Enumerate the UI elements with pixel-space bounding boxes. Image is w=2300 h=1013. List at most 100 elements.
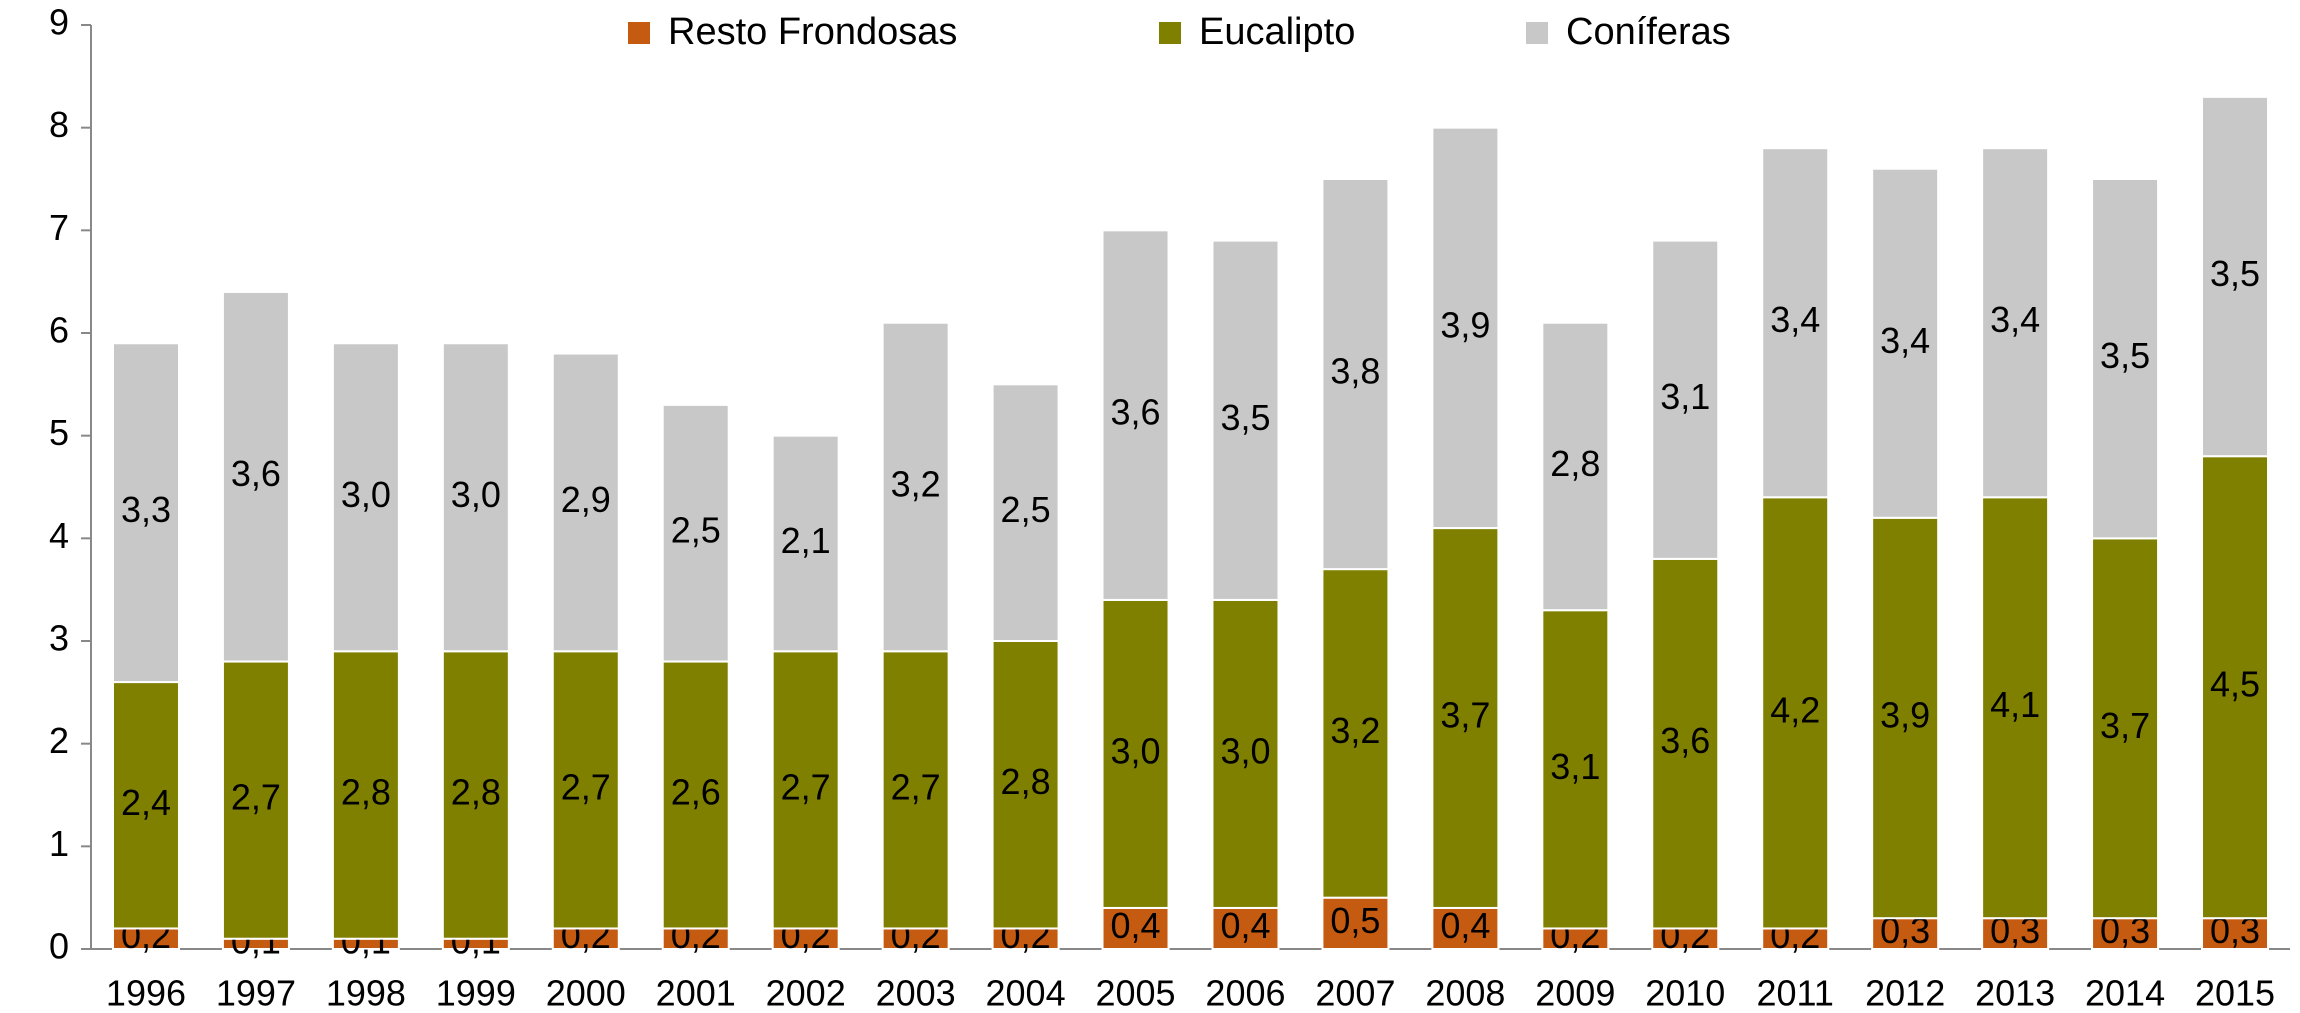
y-tick-label: 3 (49, 618, 69, 659)
x-tick-label: 2004 (986, 973, 1066, 1013)
bar-segment (2201, 95, 2270, 458)
data-label: 3,4 (1770, 299, 1820, 340)
data-label: 0,4 (1440, 905, 1490, 946)
data-label: 2,9 (561, 479, 611, 520)
bar-segment (1541, 321, 1610, 612)
data-label: 2,6 (671, 772, 721, 813)
data-label: 0,5 (1330, 900, 1380, 941)
bar-segment (1541, 609, 1610, 930)
y-tick-label: 4 (49, 515, 69, 556)
data-label: 2,8 (341, 772, 391, 813)
bar-segment (771, 434, 840, 653)
bar-segment (441, 342, 510, 653)
y-tick-label: 9 (49, 2, 69, 43)
x-tick-label: 2001 (656, 973, 736, 1013)
x-tick-label: 2011 (1757, 973, 1834, 1013)
data-label: 3,9 (1440, 304, 1490, 345)
y-tick-label: 7 (49, 207, 69, 248)
bar-segment (331, 342, 400, 653)
bar-segment (991, 640, 1060, 930)
data-label: 3,1 (1660, 376, 1710, 417)
bar-segment (1761, 496, 1830, 930)
data-label: 3,4 (1990, 299, 2040, 340)
bar-segment (991, 383, 1060, 642)
bar-segment (1431, 906, 1500, 951)
data-label: 3,6 (231, 453, 281, 494)
bar-segment (331, 650, 400, 940)
x-tick-label: 1998 (326, 973, 406, 1013)
x-tick-label: 1997 (216, 973, 296, 1013)
bar-segment (771, 650, 840, 930)
data-label: 0,4 (1111, 905, 1161, 946)
bar-segment (1321, 896, 1390, 951)
data-label: 3,2 (1330, 710, 1380, 751)
data-label: 3,0 (1220, 730, 1270, 771)
bar-segment (2091, 537, 2160, 920)
bar-segment (551, 650, 620, 930)
x-tick-label: 1999 (436, 973, 516, 1013)
y-tick-label: 0 (49, 926, 69, 967)
data-label: 2,1 (781, 520, 831, 561)
bar-segment (111, 342, 180, 684)
data-label: 3,5 (2100, 335, 2150, 376)
data-label: 2,8 (1001, 761, 1051, 802)
data-label: 3,6 (1111, 392, 1161, 433)
legend-label: Coníferas (1566, 11, 1731, 53)
x-tick-label: 2010 (1645, 973, 1725, 1013)
legend-swatch (628, 22, 650, 44)
bar-segment (1651, 239, 1720, 560)
data-label: 3,7 (1440, 695, 1490, 736)
bar-segment (1871, 167, 1940, 519)
x-tick-label: 2003 (876, 973, 956, 1013)
data-label: 3,8 (1330, 351, 1380, 392)
bar-segment (2201, 455, 2270, 920)
bar-segment (1211, 906, 1280, 951)
bar-segment (2091, 178, 2160, 540)
legend-label: Resto Frondosas (668, 11, 957, 53)
data-label: 2,4 (121, 782, 171, 823)
x-tick-label: 2013 (1975, 973, 2055, 1013)
bar-segment (661, 660, 730, 930)
legend-swatch (1526, 22, 1548, 44)
data-label: 2,7 (231, 777, 281, 818)
x-tick-label: 2000 (546, 973, 626, 1013)
y-tick-label: 8 (49, 104, 69, 145)
y-tick-label: 1 (49, 823, 69, 864)
y-tick-label: 2 (49, 720, 69, 761)
bar-segment (1871, 516, 1940, 920)
data-label: 2,8 (451, 772, 501, 813)
bar-segment (1101, 229, 1170, 601)
data-label: 3,0 (1111, 730, 1161, 771)
bar-segment (1211, 598, 1280, 909)
bar-segment (1981, 147, 2050, 499)
data-label: 4,2 (1770, 689, 1820, 730)
data-label: 0,4 (1220, 905, 1270, 946)
data-label: 3,9 (1880, 695, 1930, 736)
data-label: 2,5 (671, 510, 721, 551)
y-tick-label: 5 (49, 412, 69, 453)
x-tick-label: 2015 (2195, 973, 2275, 1013)
bar-segment (1761, 147, 1830, 499)
data-label: 2,7 (781, 766, 831, 807)
bar-segment (1321, 178, 1390, 571)
x-tick-label: 1996 (106, 973, 186, 1013)
x-tick-label: 2002 (766, 973, 846, 1013)
bar-segment (1981, 496, 2050, 920)
x-tick-label: 2006 (1205, 973, 1285, 1013)
data-label: 4,1 (1990, 684, 2040, 725)
bar-segment (221, 660, 290, 940)
bar-segment (661, 403, 730, 663)
bar-segment (1431, 527, 1500, 909)
data-label: 4,5 (2210, 664, 2260, 705)
x-tick-label: 2012 (1865, 973, 1945, 1013)
x-tick-label: 2008 (1425, 973, 1505, 1013)
data-label: 3,2 (891, 464, 941, 505)
legend-label: Eucalipto (1199, 11, 1355, 53)
bar-segment (1651, 557, 1720, 930)
bar-segment (2091, 917, 2160, 951)
data-label: 2,7 (561, 766, 611, 807)
data-label: 2,8 (1550, 443, 1600, 484)
bar-segment (1101, 906, 1170, 951)
data-label: 3,6 (1660, 720, 1710, 761)
